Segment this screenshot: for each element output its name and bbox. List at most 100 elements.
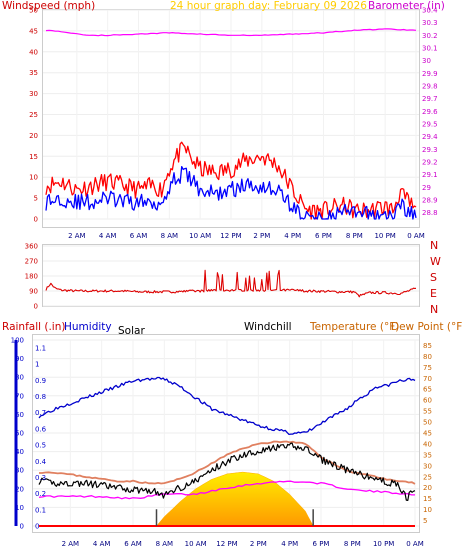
rain-y-tick: 0.5 xyxy=(35,442,46,450)
humidity-axis-label: Humidity xyxy=(64,321,112,333)
barometer-y-tick: 29.4 xyxy=(422,133,438,141)
barometer-y-tick: 29.1 xyxy=(422,171,438,179)
temp-x-tick: 8 PM xyxy=(344,540,361,548)
rain-y-tick: 0.2 xyxy=(35,490,46,498)
rain-y-tick: 0.7 xyxy=(35,409,46,417)
temp-y-tick: 80 xyxy=(423,353,432,361)
direction-label-s: S xyxy=(430,271,437,284)
wind-x-tick: 6 PM xyxy=(315,232,332,240)
temp-y-tick: 35 xyxy=(423,451,432,459)
temp-x-tick: 4 AM xyxy=(93,540,111,548)
temp-x-tick: 2 AM xyxy=(62,540,80,548)
humidity-y-tick: 100 xyxy=(11,337,24,345)
temperature-axis-label: Temperature (°F) xyxy=(309,321,399,333)
direction-y-tick: 0 xyxy=(34,303,38,311)
wind-x-tick: 2 PM xyxy=(253,232,270,240)
temp-x-tick: 10 PM xyxy=(373,540,394,548)
rain-y-tick: 1 xyxy=(35,361,39,369)
humidity-y-tick: 10 xyxy=(15,504,24,512)
wind-y-tick: 10 xyxy=(29,174,38,182)
temp-x-tick: 6 AM xyxy=(124,540,142,548)
gridlines xyxy=(33,9,419,527)
humidity-y-tick: 90 xyxy=(15,355,24,363)
series-barometer xyxy=(45,28,417,37)
barometer-y-tick: 30.3 xyxy=(422,19,438,27)
wind-x-tick: 10 PM xyxy=(374,232,395,240)
rain-y-tick: 0.9 xyxy=(35,377,46,385)
direction-y-tick: 360 xyxy=(25,243,38,251)
direction-y-tick: 270 xyxy=(25,258,38,266)
humidity-y-tick: 50 xyxy=(15,430,24,438)
temp-x-tick: 4 PM xyxy=(281,540,298,548)
wind-x-tick: 0 AM xyxy=(407,232,425,240)
series-humidity xyxy=(38,376,416,436)
series-dewpoint xyxy=(38,480,416,500)
series-solar xyxy=(155,471,314,527)
temp-y-tick: 25 xyxy=(423,473,432,481)
rain-y-tick: 0.8 xyxy=(35,393,46,401)
wind-y-tick: 35 xyxy=(29,69,38,77)
wind-y-tick: 50 xyxy=(29,7,38,15)
barometer-y-tick: 29 xyxy=(422,184,431,192)
barometer-y-tick: 29.7 xyxy=(422,95,438,103)
solar-label: Solar xyxy=(118,325,145,337)
wind-y-tick: 15 xyxy=(29,153,38,161)
windspeed-axis-label: Windspeed (mph) xyxy=(2,0,95,12)
humidity-y-tick: 60 xyxy=(15,411,24,419)
temp-x-tick: 6 PM xyxy=(313,540,330,548)
wind-x-tick: 8 PM xyxy=(346,232,363,240)
barometer-y-tick: 28.9 xyxy=(422,197,438,205)
temp-y-tick: 10 xyxy=(423,506,432,514)
wind-x-tick: 4 PM xyxy=(284,232,301,240)
direction-y-tick: 180 xyxy=(25,273,38,281)
barometer-y-tick: 29.8 xyxy=(422,83,438,91)
humidity-y-tick: 40 xyxy=(15,448,24,456)
humidity-y-tick: 80 xyxy=(15,374,24,382)
temp-y-tick: 45 xyxy=(423,430,432,438)
temp-x-tick: 12 PM xyxy=(216,540,237,548)
temp-y-tick: 40 xyxy=(423,440,432,448)
humidity-y-tick: 70 xyxy=(15,392,24,400)
barometer-y-tick: 28.8 xyxy=(422,209,438,217)
temp-x-tick: 0 AM xyxy=(406,540,424,548)
humidity-y-tick: 30 xyxy=(15,467,24,475)
barometer-y-tick: 29.9 xyxy=(422,70,438,78)
wind-y-tick: 30 xyxy=(29,90,38,98)
barometer-y-tick: 30.4 xyxy=(422,7,438,15)
temp-x-tick: 10 AM xyxy=(185,540,207,548)
temp-y-tick: 50 xyxy=(423,419,432,427)
barometer-y-tick: 29.2 xyxy=(422,159,438,167)
direction-y-tick: 90 xyxy=(29,288,38,296)
temp-x-tick: 2 PM xyxy=(250,540,267,548)
wind-x-tick: 12 PM xyxy=(220,232,241,240)
wind-x-tick: 6 AM xyxy=(130,232,148,240)
wind-y-tick: 5 xyxy=(34,195,38,203)
temp-y-tick: 75 xyxy=(423,364,432,372)
barometer-y-tick: 29.3 xyxy=(422,146,438,154)
series-temperature xyxy=(39,440,416,485)
series-wind-speed xyxy=(45,165,417,220)
temp-y-tick: 60 xyxy=(423,397,432,405)
temp-y-tick: 70 xyxy=(423,375,432,383)
rain-y-tick: 0 xyxy=(35,523,39,531)
rainfall-axis-label: Rainfall (.in) xyxy=(2,321,65,333)
chart-marks xyxy=(14,28,417,527)
humidity-y-tick: 0 xyxy=(20,523,24,531)
barometer-y-tick: 30.1 xyxy=(422,45,438,53)
windchill-label: Windchill xyxy=(244,321,292,333)
barometer-y-tick: 29.5 xyxy=(422,121,438,129)
barometer-y-tick: 30 xyxy=(422,57,431,65)
barometer-axis-label: Barometer (in) xyxy=(368,0,445,12)
wind-x-tick: 10 AM xyxy=(189,232,211,240)
tick-labels: 0510152025303540455028.828.92929.129.229… xyxy=(11,7,439,549)
series-wind-direction xyxy=(45,269,417,298)
wind-y-tick: 0 xyxy=(34,216,38,224)
direction-label-n-top: N xyxy=(430,239,438,252)
temp-y-tick: 15 xyxy=(423,495,432,503)
temp-y-tick: 20 xyxy=(423,484,432,492)
wind-y-tick: 25 xyxy=(29,111,38,119)
page-title: 24 hour graph day: February 09 2026 xyxy=(170,0,367,12)
temp-y-tick: 30 xyxy=(423,462,432,470)
rain-y-tick: 0.6 xyxy=(35,425,47,433)
